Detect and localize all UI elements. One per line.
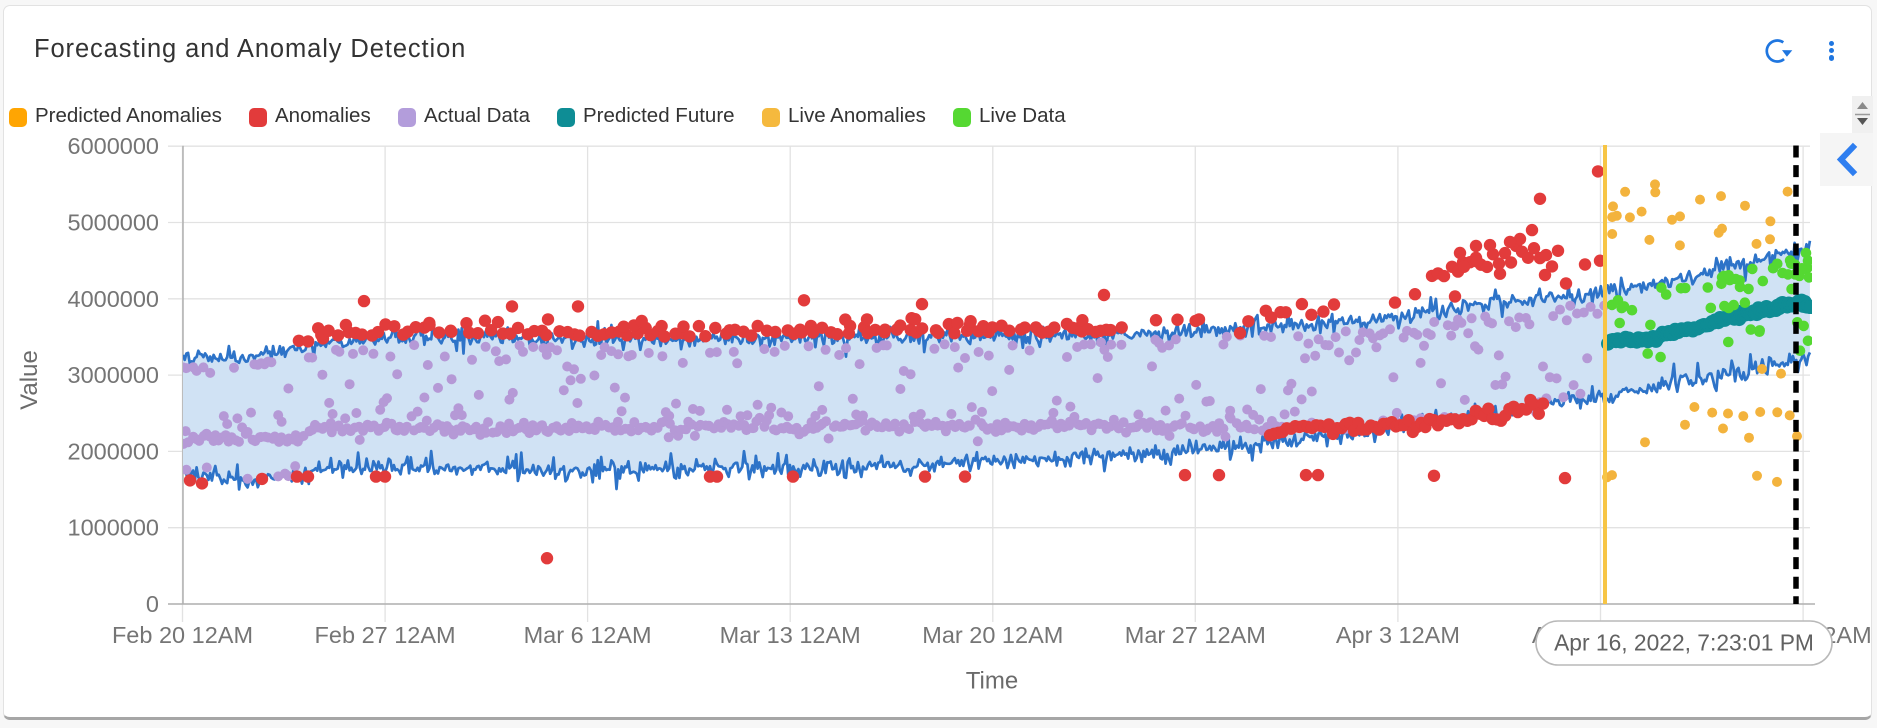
svg-text:Feb 27 12AM: Feb 27 12AM xyxy=(315,622,456,648)
svg-text:5000000: 5000000 xyxy=(68,210,160,236)
svg-text:Apr 16, 2022, 7:23:01 PM: Apr 16, 2022, 7:23:01 PM xyxy=(1554,630,1814,656)
svg-text:Mar 13 12AM: Mar 13 12AM xyxy=(720,622,861,648)
svg-text:Mar 27 12AM: Mar 27 12AM xyxy=(1125,622,1266,648)
svg-text:4000000: 4000000 xyxy=(68,286,160,312)
svg-text:2000000: 2000000 xyxy=(68,438,160,464)
svg-text:1000000: 1000000 xyxy=(68,515,160,541)
svg-text:3000000: 3000000 xyxy=(68,362,160,388)
svg-text:Time: Time xyxy=(966,668,1018,695)
svg-text:Apr 3 12AM: Apr 3 12AM xyxy=(1336,622,1460,648)
svg-text:6000000: 6000000 xyxy=(68,133,160,159)
svg-text:0: 0 xyxy=(146,591,159,617)
svg-text:Mar 20 12AM: Mar 20 12AM xyxy=(922,622,1063,648)
svg-text:Feb 20 12AM: Feb 20 12AM xyxy=(112,622,253,648)
svg-text:Mar 6 12AM: Mar 6 12AM xyxy=(524,622,652,648)
svg-text:Value: Value xyxy=(16,350,43,410)
